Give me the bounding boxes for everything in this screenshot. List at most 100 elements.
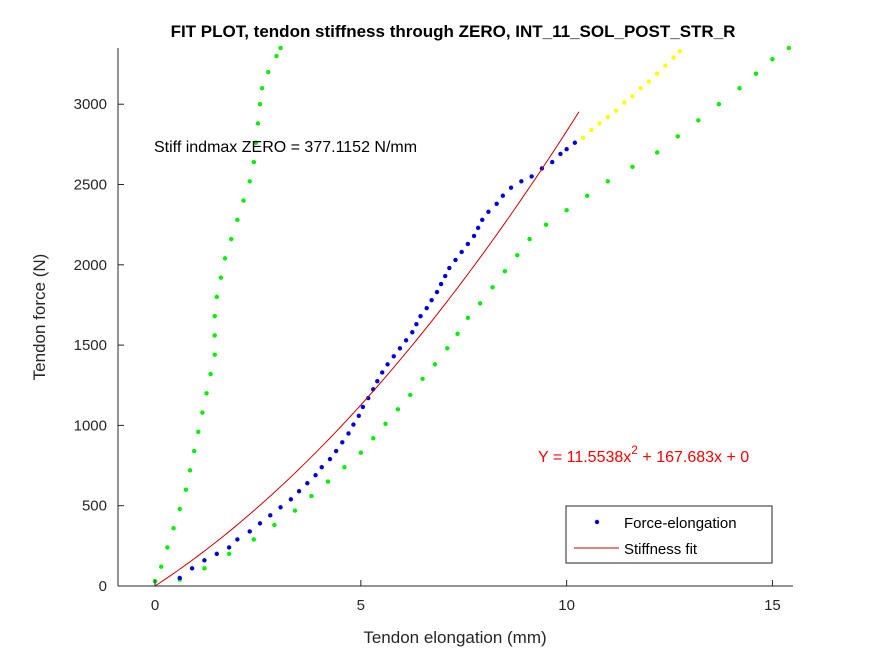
series-3-point-19 (465, 315, 471, 320)
series-3-point-5 (272, 522, 277, 528)
series-0-point-11 (296, 489, 302, 494)
fit-equation-exponent: 2 (631, 443, 638, 457)
series-0-point-35 (434, 289, 440, 295)
series-0-point-34 (429, 297, 434, 303)
series-3-point-2 (202, 566, 207, 571)
series-0-point-45 (486, 209, 491, 215)
legend: Force-elongation Stiffness fit (565, 505, 773, 564)
series-0 (177, 140, 578, 581)
series-0-point-10 (288, 497, 294, 502)
x-tick-label-3: 15 (764, 597, 781, 614)
series-2-point-3 (171, 525, 176, 531)
series-2-point-6 (187, 468, 193, 473)
stiffness-annotation: Stiff indmax ZERO = 377.1152 N/mm (154, 139, 417, 156)
series-3-point-17 (445, 346, 450, 351)
series-3-point-13 (395, 407, 401, 412)
series-2-point-22 (251, 159, 257, 165)
series-2-point-13 (212, 333, 217, 338)
axes: 0 5 10 15 0 500 1000 1500 2000 2500 3000 (74, 48, 793, 614)
series-0-point-6 (247, 529, 252, 534)
series-0-point-15 (327, 456, 333, 462)
series-3-point-21 (490, 285, 495, 290)
series-0-point-19 (351, 422, 356, 427)
series-1-point-11 (671, 55, 676, 60)
series-0-point-16 (333, 448, 339, 454)
series-0-point-30 (410, 330, 415, 335)
series-2-point-28 (274, 53, 279, 59)
series-3-point-31 (675, 134, 680, 139)
y-tick-label-2: 1000 (74, 417, 107, 434)
y-tick-label-4: 2000 (74, 257, 107, 274)
series-3-point-22 (502, 269, 508, 274)
series-2-point-2 (165, 545, 170, 550)
series-0-point-42 (471, 233, 477, 239)
series-2-point-10 (204, 391, 209, 396)
fit-equation-prefix: Y = 11.5538x (538, 449, 631, 466)
series-0-point-4 (226, 545, 232, 550)
series-0-point-37 (443, 273, 448, 279)
series-0-point-54 (564, 146, 569, 152)
series-3-point-23 (515, 252, 520, 258)
series-0-point-27 (391, 354, 396, 359)
legend-marker-force-elongation (594, 519, 600, 525)
series-1-point-7 (638, 85, 643, 91)
series-3-point-35 (753, 71, 759, 76)
series-0-point-25 (380, 370, 385, 375)
series-2-point-17 (222, 256, 228, 261)
series-3-point-20 (478, 301, 483, 306)
series-0-point-33 (424, 305, 429, 311)
series-3-point-9 (342, 464, 347, 470)
series-0-point-48 (508, 185, 514, 190)
series-3-point-33 (716, 102, 722, 107)
series-2-point-16 (218, 275, 224, 280)
y-tick-label-3: 1500 (74, 337, 107, 354)
series-0-point-38 (447, 265, 452, 271)
series-0-point-1 (189, 566, 195, 571)
series-2-point-23 (253, 140, 259, 145)
series-0-point-43 (475, 225, 481, 231)
series-0-point-3 (214, 551, 219, 557)
series-0-point-50 (529, 174, 534, 179)
series-0-point-14 (319, 464, 324, 470)
series-3-point-7 (309, 493, 314, 499)
series-1-point-10 (663, 63, 668, 68)
series-3-point-18 (455, 331, 460, 337)
series-3-point-32 (696, 118, 701, 123)
series-0-point-47 (500, 193, 506, 198)
series-3-point-36 (770, 57, 775, 62)
y-tick-label-5: 2500 (74, 177, 107, 194)
series-2-point-9 (200, 410, 205, 415)
series-0-point-32 (418, 314, 423, 319)
series-2-point-5 (183, 487, 189, 492)
y-tick-label-1: 500 (82, 498, 107, 515)
series-3-point-8 (325, 479, 331, 484)
series-2-point-25 (257, 102, 263, 107)
x-axis-label: Tendon elongation (mm) (363, 628, 546, 647)
series-1-point-8 (646, 79, 652, 84)
series-0-point-22 (366, 395, 371, 401)
series-3-point-29 (630, 164, 635, 170)
series-1-point-1 (589, 127, 594, 133)
series-0-point-8 (268, 513, 273, 518)
series-2-point-26 (259, 85, 265, 91)
series-2-point-27 (266, 69, 271, 75)
series-1-point-0 (580, 135, 586, 141)
series-2-point-15 (214, 294, 219, 300)
series-3-point-37 (786, 45, 792, 51)
series-2-point-7 (191, 448, 197, 454)
series-2-point-4 (177, 506, 182, 512)
series-3-point-3 (226, 551, 232, 557)
series-1-point-6 (630, 93, 635, 99)
series-0-point-18 (346, 431, 351, 436)
series-1-point-9 (654, 71, 660, 76)
series-2-point-20 (241, 198, 246, 203)
series-3-point-30 (654, 150, 660, 155)
series-0-point-53 (558, 151, 563, 157)
series-3-point-6 (292, 508, 298, 513)
series-1-point-2 (597, 121, 602, 126)
series-0-point-44 (480, 217, 485, 223)
series-3-point-14 (408, 392, 413, 398)
series-2-point-19 (235, 217, 240, 223)
series-0-point-7 (257, 521, 263, 526)
